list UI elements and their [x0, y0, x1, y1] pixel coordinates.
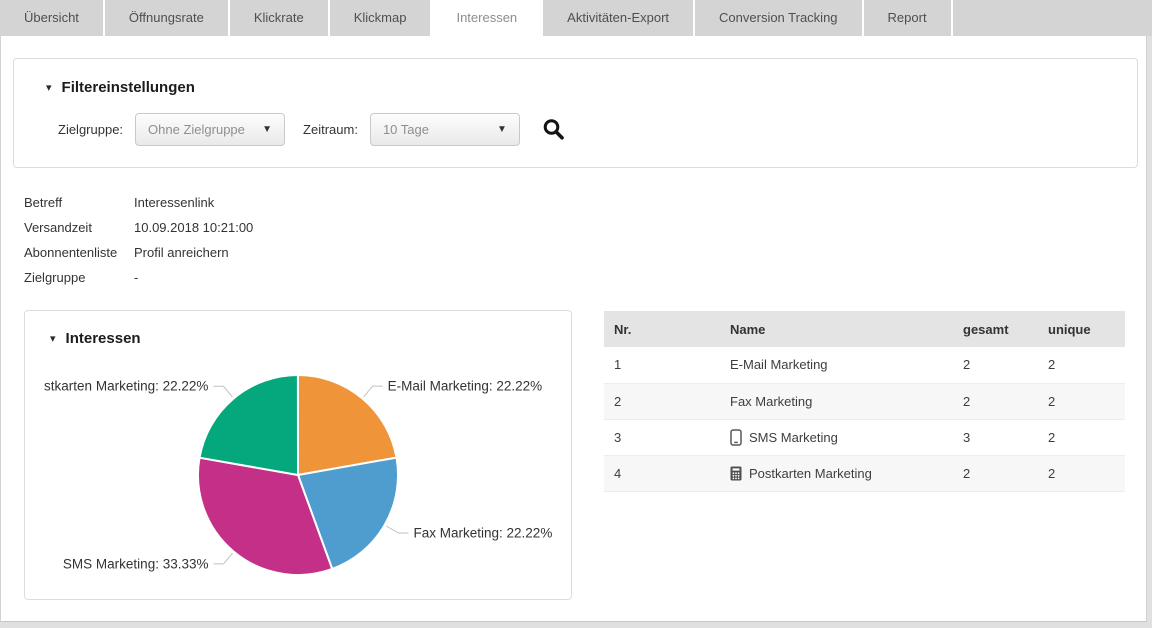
tab-aktivitaeten-export[interactable]: Aktivitäten-Export — [543, 0, 696, 36]
detail-value: - — [134, 270, 139, 285]
tab-klickrate[interactable]: Klickrate — [229, 0, 330, 36]
chevron-down-icon: ▼ — [497, 124, 507, 135]
pie-slice-sms-marketing[interactable] — [196, 456, 334, 576]
column-header-name: Name — [720, 311, 953, 347]
zeitraum-selected-value: 10 Tage — [382, 122, 429, 137]
column-header-nr: Nr. — [604, 311, 720, 347]
cell-unique: 2 — [1038, 383, 1125, 420]
interest-name: E-Mail Marketing — [730, 357, 828, 373]
pie-leader-line — [363, 385, 383, 398]
collapse-caret-icon: ▾ — [50, 333, 56, 345]
cell-gesamt: 2 — [953, 383, 1038, 420]
cell-nr: 2 — [604, 383, 720, 420]
pie-leader-line — [213, 552, 233, 565]
detail-value: 10.09.2018 10:21:00 — [134, 220, 254, 235]
tab-report[interactable]: Report — [863, 0, 953, 36]
pie-slice-label: E-Mail Marketing: 22.22% — [388, 379, 543, 394]
tab-interessen[interactable]: Interessen — [432, 0, 544, 36]
interests-table: Nr. Name gesamt unique 1 E-Mail Marketing 2 2 2… — [604, 311, 1125, 492]
pie-slice-label: stkarten Marketing: 22.22% — [44, 379, 208, 394]
detail-label: Versandzeit — [24, 220, 92, 235]
mobile-icon — [730, 428, 742, 446]
zielgruppe-label: Zielgruppe: — [58, 122, 124, 137]
column-header-gesamt: gesamt — [953, 311, 1038, 347]
zeitraum-label: Zeitraum: — [303, 122, 358, 137]
pie-slice-e-mail-marketing[interactable] — [297, 374, 398, 476]
collapse-caret-icon: ▾ — [46, 82, 52, 94]
mailing-details: Betreff Interessenlink Versandzeit 10.09.20… — [24, 190, 253, 290]
tab-bar: Übersicht Öffnungsrate Klickrate Klickmap In… — [0, 0, 1152, 36]
filter-panel-title: Filtereinstellungen — [61, 79, 195, 96]
cell-name: Postkarten Marketing — [720, 455, 953, 492]
filter-panel: ▾ Filtereinstellungen Zielgruppe: Ohne Z… — [13, 58, 1138, 168]
interest-name: Postkarten Marketing — [749, 465, 872, 481]
calculator-icon — [730, 466, 742, 481]
cell-gesamt: 2 — [953, 347, 1038, 384]
detail-label: Abonnentenliste — [24, 245, 118, 260]
cell-name: Fax Marketing — [720, 383, 953, 420]
cell-gesamt: 2 — [953, 455, 1038, 492]
table-header-row: Nr. Name gesamt unique — [604, 311, 1125, 347]
interests-panel: E-Mail Marketing: 22.22% Fax Marketing: 2… — [24, 310, 572, 600]
pie-slice-label: SMS Marketing: 33.33% — [63, 556, 209, 571]
search-button[interactable] — [542, 117, 566, 142]
detail-row-versandzeit: Versandzeit 10.09.2018 10:21:00 — [24, 215, 253, 240]
search-icon — [543, 119, 564, 140]
tab-klickmap[interactable]: Klickmap — [329, 0, 433, 36]
cell-nr: 4 — [604, 455, 720, 492]
detail-label: Zielgruppe — [24, 270, 86, 285]
cell-unique: 2 — [1038, 347, 1125, 384]
cell-name: E-Mail Marketing — [720, 347, 953, 384]
pie-leader-line — [386, 525, 409, 534]
zielgruppe-selected-value: Ohne Zielgruppe — [148, 122, 245, 137]
cell-name: SMS Marketing — [720, 419, 953, 456]
table-row: 4 Postkarten Marketing 2 2 — [604, 455, 1125, 492]
cell-nr: 1 — [604, 347, 720, 384]
cell-gesamt: 3 — [953, 419, 1038, 456]
zielgruppe-select[interactable]: Ohne Zielgruppe ▼ — [135, 113, 286, 146]
pie-leader-line — [213, 385, 233, 398]
cell-nr: 3 — [604, 419, 720, 456]
interests-panel-header[interactable]: ▾ Interessen — [50, 330, 141, 347]
detail-value: Profil anreichern — [134, 245, 229, 260]
pie-slice-label: Fax Marketing: 22.22% — [414, 526, 553, 541]
interest-name: SMS Marketing — [749, 429, 838, 445]
cell-unique: 2 — [1038, 455, 1125, 492]
interest-name: Fax Marketing — [730, 393, 813, 409]
filter-controls: Zielgruppe: Ohne Zielgruppe ▼ Zeitraum: … — [58, 113, 566, 146]
detail-row-abonnentenliste: Abonnentenliste Profil anreichern — [24, 240, 253, 265]
table-row: 1 E-Mail Marketing 2 2 — [604, 347, 1125, 384]
interests-panel-title: Interessen — [65, 330, 141, 347]
tab-uebersicht[interactable]: Übersicht — [0, 0, 105, 36]
cell-unique: 2 — [1038, 419, 1125, 456]
chevron-down-icon: ▼ — [262, 124, 273, 135]
tab-oeffnungsrate[interactable]: Öffnungsrate — [104, 0, 230, 36]
table-row: 2 Fax Marketing 2 2 — [604, 383, 1125, 420]
pie-slice-postkarten-marketing[interactable] — [198, 374, 299, 476]
zeitraum-select[interactable]: 10 Tage ▼ — [369, 113, 520, 146]
detail-row-zielgruppe: Zielgruppe - — [24, 265, 253, 290]
table-row: 3 SMS Marketing 3 2 — [604, 419, 1125, 456]
detail-row-betreff: Betreff Interessenlink — [24, 190, 253, 215]
detail-label: Betreff — [24, 195, 63, 210]
detail-value: Interessenlink — [134, 195, 215, 210]
column-header-unique: unique — [1038, 311, 1125, 347]
interests-pie-chart: E-Mail Marketing: 22.22% Fax Marketing: 2… — [44, 374, 553, 576]
filter-panel-header[interactable]: ▾ Filtereinstellungen — [46, 79, 195, 96]
tab-conversion-tracking[interactable]: Conversion Tracking — [695, 0, 864, 36]
